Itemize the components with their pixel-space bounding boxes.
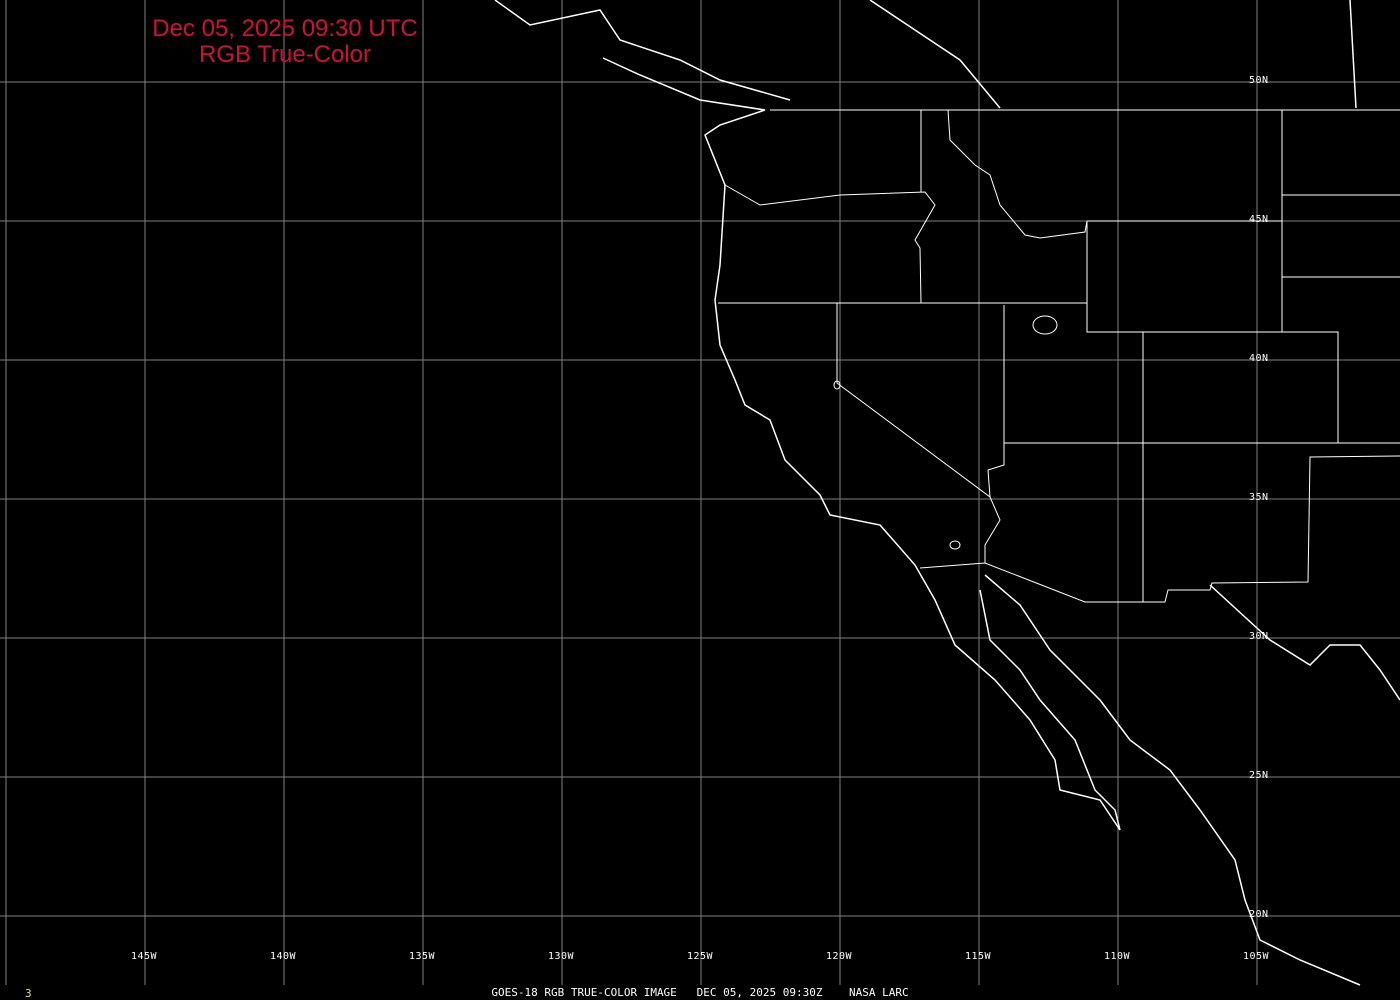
latitude-label: 40N [1249,353,1269,364]
wa-or-border [724,184,936,304]
lake-tahoe [833,380,841,390]
us-mexico-border [919,455,1400,603]
map-title-product: RGB True-Color [198,41,372,68]
canada-interior [869,0,1001,109]
great-salt-lake [1032,315,1058,335]
coastlines [494,0,1400,986]
latitude-label: 50N [1249,75,1269,86]
longitude-label: 120W [826,951,853,962]
mexico-mainland-coast [984,574,1361,986]
baja-gulf-coast [979,589,1121,831]
political-borders [718,109,1400,603]
mexico-northeast-coast [1209,584,1400,701]
wy-border [1086,221,1339,443]
canada-interior-2 [1349,0,1357,109]
west-coast [602,57,1121,831]
ca-nv-border [836,303,1001,563]
longitude-label: 135W [409,951,436,962]
latitude-label: 20N [1249,909,1269,920]
latitude-label: 45N [1249,214,1269,225]
map-title-datetime: Dec 05, 2025 09:30 UTC [152,15,418,42]
longitude-label: 140W [270,951,297,962]
salton-sea [949,540,961,550]
image-caption: GOES-18 RGB TRUE-COLOR IMAGE DEC 05, 202… [491,986,909,999]
longitude-label: 130W [548,951,575,962]
latitude-label: 35N [1249,492,1269,503]
longitude-label: 105W [1243,951,1270,962]
longitude-label: 110W [1104,951,1131,962]
latitude-label: 30N [1249,631,1269,642]
longitude-label: 115W [965,951,992,962]
latitude-label: 25N [1249,770,1269,781]
vancouver-coast [494,0,791,101]
id-mt-border [947,109,1088,239]
nv-ut-border [987,305,1005,498]
longitude-label: 145W [131,951,158,962]
frame-number: 3 [25,987,32,1000]
longitude-label: 125W [687,951,714,962]
